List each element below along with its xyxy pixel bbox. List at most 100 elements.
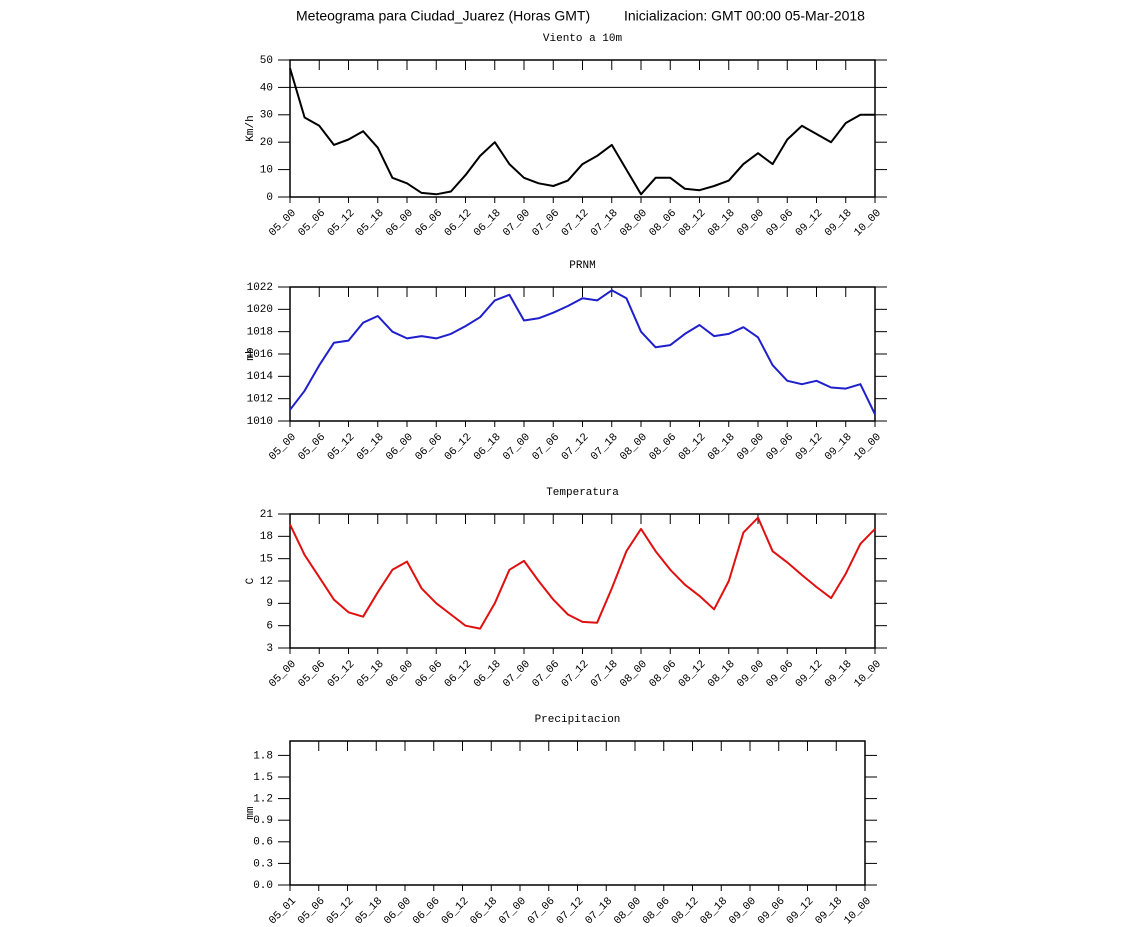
- x-tick-label: 06_18: [472, 207, 504, 239]
- y-tick-label: 0.6: [253, 837, 273, 849]
- plot-frame: [289, 286, 876, 422]
- x-tick-label: 06_18: [468, 895, 500, 927]
- y-tick-label: 1010: [247, 416, 273, 428]
- x-tick-label: 05_18: [355, 431, 387, 463]
- x-tick-label: 06_12: [443, 658, 475, 690]
- x-tick-label: 07_18: [589, 207, 621, 239]
- x-tick-label: 07_00: [501, 207, 533, 239]
- x-tick-label: 10_00: [852, 658, 884, 690]
- x-tick-label: 05_12: [326, 207, 358, 239]
- x-tick-label: 08_12: [670, 895, 702, 927]
- x-tick-label: 05_00: [267, 207, 299, 239]
- x-tick-label: 07_06: [530, 207, 562, 239]
- x-tick-label: 09_06: [756, 895, 788, 927]
- x-tick-label: 07_12: [560, 207, 592, 239]
- y-axis-label: mm: [245, 806, 257, 820]
- y-tick-label: 0.0: [253, 880, 273, 892]
- x-tick-label: 05_00: [267, 658, 299, 690]
- y-tick-label: 1012: [247, 394, 273, 406]
- plot-frame: [289, 513, 876, 649]
- x-tick-label: 06_00: [384, 431, 416, 463]
- x-tick-label: 06_12: [443, 431, 475, 463]
- x-tick-label: 09_00: [727, 895, 759, 927]
- x-tick-label: 08_06: [647, 207, 679, 239]
- x-tick-label: 07_00: [501, 658, 533, 690]
- x-tick-label: 06_00: [384, 207, 416, 239]
- x-tick-label: 09_06: [764, 207, 796, 239]
- y-tick-label: 18: [260, 531, 273, 543]
- x-tick-label: 08_06: [647, 658, 679, 690]
- x-tick-label: 08_18: [698, 895, 730, 927]
- y-axis-label: Km/h: [245, 115, 257, 141]
- x-tick-label: 05_06: [296, 431, 328, 463]
- x-tick-label: 08_00: [618, 431, 650, 463]
- x-tick-label: 09_00: [735, 207, 767, 239]
- data-line: [289, 289, 876, 415]
- x-tick-label: 06_00: [384, 658, 416, 690]
- y-tick-label: 40: [260, 82, 273, 94]
- x-tick-label: 07_12: [560, 431, 592, 463]
- x-tick-label: 07_18: [589, 658, 621, 690]
- x-tick-label: 07_00: [501, 431, 533, 463]
- y-tick-label: 10: [260, 165, 273, 177]
- data-line: [289, 67, 875, 196]
- x-tick-label: 06_06: [413, 431, 445, 463]
- x-tick-label: 09_18: [823, 431, 855, 463]
- x-tick-label: 05_12: [326, 658, 358, 690]
- x-tick-label: 05_12: [325, 895, 357, 927]
- y-tick-label: 9: [266, 598, 273, 610]
- chart-title: Precipitacion: [535, 714, 621, 726]
- y-tick-label: 0.3: [253, 858, 273, 870]
- y-tick-label: 3: [266, 643, 273, 655]
- x-tick-label: 05_18: [355, 658, 387, 690]
- y-tick-label: 1014: [247, 371, 274, 383]
- chart-title: PRNM: [569, 260, 595, 272]
- x-tick-label: 09_12: [785, 895, 817, 927]
- x-tick-label: 08_18: [706, 431, 738, 463]
- x-tick-label: 06_12: [443, 207, 475, 239]
- x-tick-label: 06_06: [413, 658, 445, 690]
- y-tick-label: 0.9: [253, 815, 273, 827]
- y-tick-label: 30: [260, 110, 273, 122]
- x-tick-label: 09_00: [735, 431, 767, 463]
- x-tick-label: 09_06: [764, 431, 796, 463]
- y-tick-label: 50: [260, 55, 273, 67]
- x-tick-label: 07_06: [530, 431, 562, 463]
- y-axis-label: C: [245, 577, 257, 584]
- y-tick-label: 1022: [247, 282, 273, 294]
- x-tick-label: 08_18: [706, 658, 738, 690]
- x-tick-label: 07_06: [530, 658, 562, 690]
- chart-title: Temperatura: [546, 487, 619, 499]
- x-tick-label: 08_18: [706, 207, 738, 239]
- x-tick-label: 06_18: [472, 658, 504, 690]
- x-tick-label: 10_00: [852, 207, 884, 239]
- y-tick-label: 20: [260, 137, 273, 149]
- x-tick-label: 08_00: [612, 895, 644, 927]
- y-tick-label: 12: [260, 576, 273, 588]
- x-tick-label: 08_00: [618, 658, 650, 690]
- x-tick-label: 08_00: [618, 207, 650, 239]
- x-tick-label: 05_06: [296, 207, 328, 239]
- x-tick-label: 09_12: [794, 207, 826, 239]
- x-tick-label: 05_18: [355, 207, 387, 239]
- x-tick-label: 09_18: [823, 207, 855, 239]
- chart-title: Viento a 10m: [543, 33, 623, 45]
- x-tick-label: 08_12: [677, 658, 709, 690]
- x-tick-label: 08_12: [677, 207, 709, 239]
- y-axis-label: mb: [245, 347, 257, 360]
- x-tick-label: 05_06: [296, 658, 328, 690]
- x-tick-label: 08_06: [641, 895, 673, 927]
- x-tick-label: 05_06: [296, 895, 328, 927]
- x-tick-label: 08_06: [647, 431, 679, 463]
- y-tick-label: 1018: [247, 327, 273, 339]
- x-tick-label: 07_18: [589, 431, 621, 463]
- x-tick-label: 06_00: [382, 895, 414, 927]
- plot-frame: [289, 59, 876, 198]
- x-tick-label: 09_12: [794, 431, 826, 463]
- data-line: [289, 516, 876, 630]
- page-title: Meteograma para Ciudad_Juarez (Horas GMT…: [296, 8, 590, 24]
- x-tick-label: 09_12: [794, 658, 826, 690]
- y-tick-label: 1.8: [253, 750, 273, 762]
- x-tick-label: 07_12: [555, 895, 587, 927]
- x-tick-label: 06_18: [472, 431, 504, 463]
